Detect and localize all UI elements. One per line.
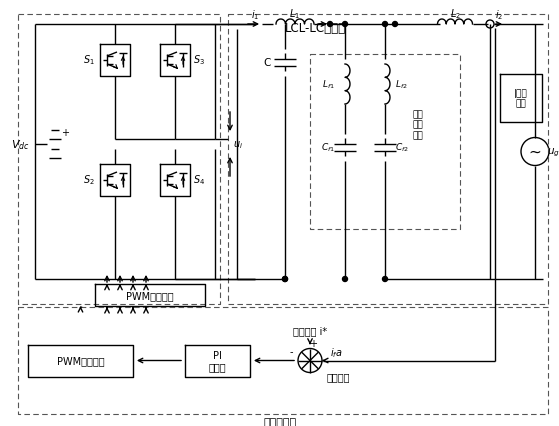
Circle shape bbox=[382, 23, 387, 27]
Text: -: - bbox=[290, 347, 293, 357]
Text: 串联
谐振
支路: 串联 谐振 支路 bbox=[413, 110, 423, 140]
Text: $S_1$: $S_1$ bbox=[83, 53, 95, 67]
Circle shape bbox=[343, 23, 348, 27]
Text: $S_2$: $S_2$ bbox=[83, 173, 95, 187]
Text: 指令电流 i*: 指令电流 i* bbox=[293, 326, 327, 336]
Text: $S_3$: $S_3$ bbox=[193, 53, 205, 67]
Circle shape bbox=[282, 277, 287, 282]
Text: $L_2$: $L_2$ bbox=[449, 7, 461, 21]
Text: $i_2$: $i_2$ bbox=[495, 8, 503, 22]
Text: ~: ~ bbox=[529, 145, 541, 160]
Text: +: + bbox=[61, 127, 69, 138]
Text: +: + bbox=[309, 339, 317, 349]
Text: $u_i$: $u_i$ bbox=[233, 139, 243, 150]
Text: PWM发生电路: PWM发生电路 bbox=[56, 356, 105, 366]
Text: C: C bbox=[264, 58, 271, 68]
Text: PI
调节器: PI 调节器 bbox=[209, 350, 226, 371]
Text: |电流
测量: |电流 测量 bbox=[514, 89, 528, 109]
Circle shape bbox=[392, 23, 397, 27]
Text: $S_4$: $S_4$ bbox=[193, 173, 205, 187]
Text: $u_g$: $u_g$ bbox=[547, 146, 559, 158]
Text: $C_{f1}$: $C_{f1}$ bbox=[321, 141, 335, 154]
Text: $L_1$: $L_1$ bbox=[290, 7, 301, 21]
Circle shape bbox=[328, 23, 333, 27]
Text: $C_{f2}$: $C_{f2}$ bbox=[395, 141, 409, 154]
Circle shape bbox=[282, 277, 287, 282]
Circle shape bbox=[382, 277, 387, 282]
Text: LCL-LC滤波器: LCL-LC滤波器 bbox=[285, 21, 346, 35]
Text: $V_{dc}$: $V_{dc}$ bbox=[11, 138, 30, 152]
Text: PWM驱动电路: PWM驱动电路 bbox=[126, 290, 174, 300]
Text: 反馈电流: 反馈电流 bbox=[327, 371, 350, 382]
Text: $L_{f2}$: $L_{f2}$ bbox=[395, 78, 408, 91]
Circle shape bbox=[343, 277, 348, 282]
Text: $i_{f}a$: $i_{f}a$ bbox=[330, 346, 343, 360]
Text: 电流控制环: 电流控制环 bbox=[263, 417, 297, 426]
Text: $i_1$: $i_1$ bbox=[251, 8, 259, 22]
Text: $L_{f1}$: $L_{f1}$ bbox=[323, 78, 335, 91]
